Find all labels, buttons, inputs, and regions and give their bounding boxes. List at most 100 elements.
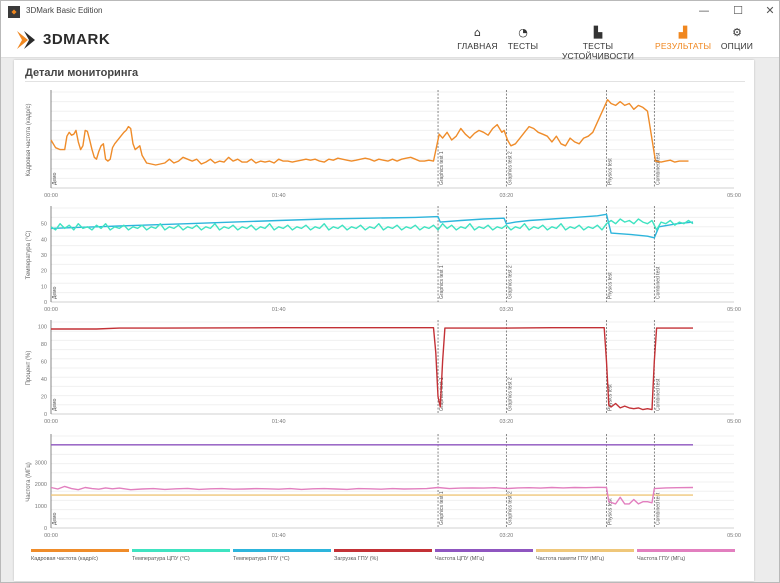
app-header: 3DMARK ⌂ ГЛАВНАЯ ◔ ТЕСТЫ ▙ ТЕСТЫ УСТОЙЧИВОСТИ… — [1, 23, 779, 61]
page-title: Детали мониторинга — [25, 67, 139, 79]
y-axis-label: Процент (%) — [26, 351, 32, 386]
test-marker-label: Physics test — [608, 498, 614, 525]
test-marker-label: Physics test — [608, 158, 614, 185]
close-button[interactable]: ✕ — [765, 4, 775, 17]
test-marker-label: Combined test — [655, 152, 661, 185]
legend: Кадровая частота (кадр/с) Температура ЦПУ… — [31, 549, 735, 562]
nav-label: ОПЦИИ — [720, 41, 754, 51]
series-line — [50, 485, 694, 505]
test-marker-label: Graphics test 2 — [507, 151, 513, 185]
x-tick-label: 01:40 — [272, 419, 286, 425]
series-line — [50, 213, 694, 239]
legend-swatch — [435, 549, 533, 552]
results-bars-icon: ▟ — [678, 26, 688, 39]
y-tick-label: 2000 — [35, 482, 47, 488]
monitoring-charts: Кадровая частота (кадр/с) 00:00 01:40 03:20… — [26, 90, 741, 562]
chart-4: Частота (МГц) 0 1000 2000 3000 00:00 01:40 03:2… — [26, 434, 741, 539]
x-tick-label: 03:20 — [499, 193, 513, 199]
x-tick-label: 01:40 — [272, 307, 286, 313]
y-tick-label: 60 — [41, 359, 47, 365]
app-logo-icon — [8, 6, 20, 18]
legend-label: Температура ЦПУ (°С) — [132, 556, 190, 562]
x-tick-label: 03:20 — [499, 419, 513, 425]
3dmark-logo-icon — [17, 31, 35, 49]
x-tick-label: 00:00 — [44, 419, 58, 425]
x-tick-label: 00:00 — [44, 193, 58, 199]
x-tick-label: 03:20 — [499, 307, 513, 313]
y-tick-label: 1000 — [35, 504, 47, 510]
legend-swatch — [132, 549, 230, 552]
gauge-icon: ◔ — [518, 26, 528, 39]
test-marker-label: Graphics test 2 — [507, 377, 513, 411]
test-marker-label: Graphics test 1 — [439, 377, 445, 411]
legend-label: Частота памяти ГПУ (МГц) — [536, 556, 604, 562]
y-tick-label: 10 — [41, 284, 47, 290]
x-tick-label: 05:00 — [727, 307, 741, 313]
y-tick-label: 40 — [41, 237, 47, 243]
nav-label: ТЕСТЫ УСТОЙЧИВОСТИ — [561, 41, 635, 61]
y-tick-label: 50 — [41, 222, 47, 228]
series-line — [50, 218, 694, 231]
x-tick-label: 05:00 — [727, 533, 741, 539]
test-marker-label: Graphics test 2 — [507, 265, 513, 299]
maximize-button[interactable]: ☐ — [733, 4, 743, 17]
stress-bars-icon: ▙ — [593, 26, 603, 39]
test-marker-label: Physics test — [608, 272, 614, 299]
nav-label: РЕЗУЛЬТАТЫ — [655, 41, 712, 51]
series-line — [51, 327, 693, 411]
x-tick-label: 05:00 — [727, 419, 741, 425]
legend-label: Частота ЦПУ (МГц) — [435, 556, 484, 562]
test-marker-label: Демо — [52, 512, 58, 525]
test-marker-label: Демо — [52, 286, 58, 299]
nav-label: ГЛАВНАЯ — [457, 41, 498, 51]
y-axis-label: Частота (МГц) — [26, 462, 32, 502]
legend-label: Частота ГПУ (МГц) — [637, 556, 685, 562]
legend-swatch — [637, 549, 735, 552]
test-marker-label: Combined test — [655, 266, 661, 299]
divider — [25, 81, 745, 82]
legend-swatch — [536, 549, 634, 552]
y-tick-label: 3000 — [35, 460, 47, 466]
legend-label: Кадровая частота (кадр/с) — [31, 556, 98, 562]
y-axis-label: Температура (°С) — [26, 231, 32, 280]
nav-home[interactable]: ⌂ ГЛАВНАЯ — [456, 23, 499, 57]
y-tick-label: 80 — [41, 342, 47, 348]
gear-icon: ⚙ — [732, 26, 742, 39]
y-tick-label: 30 — [41, 253, 47, 259]
test-marker-label: Combined test — [655, 378, 661, 411]
brand-logo[interactable]: 3DMARK — [15, 28, 135, 52]
x-tick-label: 01:40 — [272, 193, 286, 199]
legend-swatch — [334, 549, 432, 552]
test-marker-label: Physics test — [608, 384, 614, 411]
y-tick-label: 0 — [44, 526, 47, 532]
test-marker-label: Graphics test 1 — [439, 151, 445, 185]
y-tick-label: 100 — [38, 324, 47, 330]
nav-tests[interactable]: ◔ ТЕСТЫ — [507, 23, 539, 57]
x-tick-label: 01:40 — [272, 533, 286, 539]
x-tick-label: 03:20 — [499, 533, 513, 539]
minimize-button[interactable]: — — [698, 4, 710, 17]
y-tick-label: 0 — [44, 300, 47, 306]
y-tick-label: 20 — [41, 394, 47, 400]
test-marker-label: Демо — [52, 172, 58, 185]
x-tick-label: 05:00 — [727, 193, 741, 199]
test-marker-label: Combined test — [655, 492, 661, 525]
nav-options[interactable]: ⚙ ОПЦИИ — [718, 23, 756, 57]
nav-stress-tests[interactable]: ▙ ТЕСТЫ УСТОЙЧИВОСТИ — [548, 23, 648, 61]
nav-results[interactable]: ▟ РЕЗУЛЬТАТЫ — [655, 23, 711, 57]
nav-label: ТЕСТЫ — [507, 41, 539, 51]
chart-1: Кадровая частота (кадр/с) 00:00 01:40 03:20… — [26, 90, 741, 199]
series-line — [50, 99, 689, 166]
legend-label: Загрузка ГПУ (%) — [334, 556, 378, 562]
test-marker-label: Graphics test 2 — [507, 491, 513, 525]
chart-2: Температура (°С) 0 10 20 30 40 50 00:00 01:40 03:… — [26, 206, 741, 313]
brand-name: 3DMARK — [43, 31, 111, 48]
window-title: 3DMark Basic Edition — [26, 6, 103, 15]
test-marker-label: Graphics test 1 — [439, 265, 445, 299]
y-tick-label: 20 — [41, 269, 47, 275]
x-tick-label: 00:00 — [44, 533, 58, 539]
chart-3: Процент (%) 0 20 40 60 80 100 00:00 01:40 03:20 05… — [26, 320, 741, 425]
home-icon: ⌂ — [474, 26, 481, 39]
y-tick-label: 40 — [41, 377, 47, 383]
